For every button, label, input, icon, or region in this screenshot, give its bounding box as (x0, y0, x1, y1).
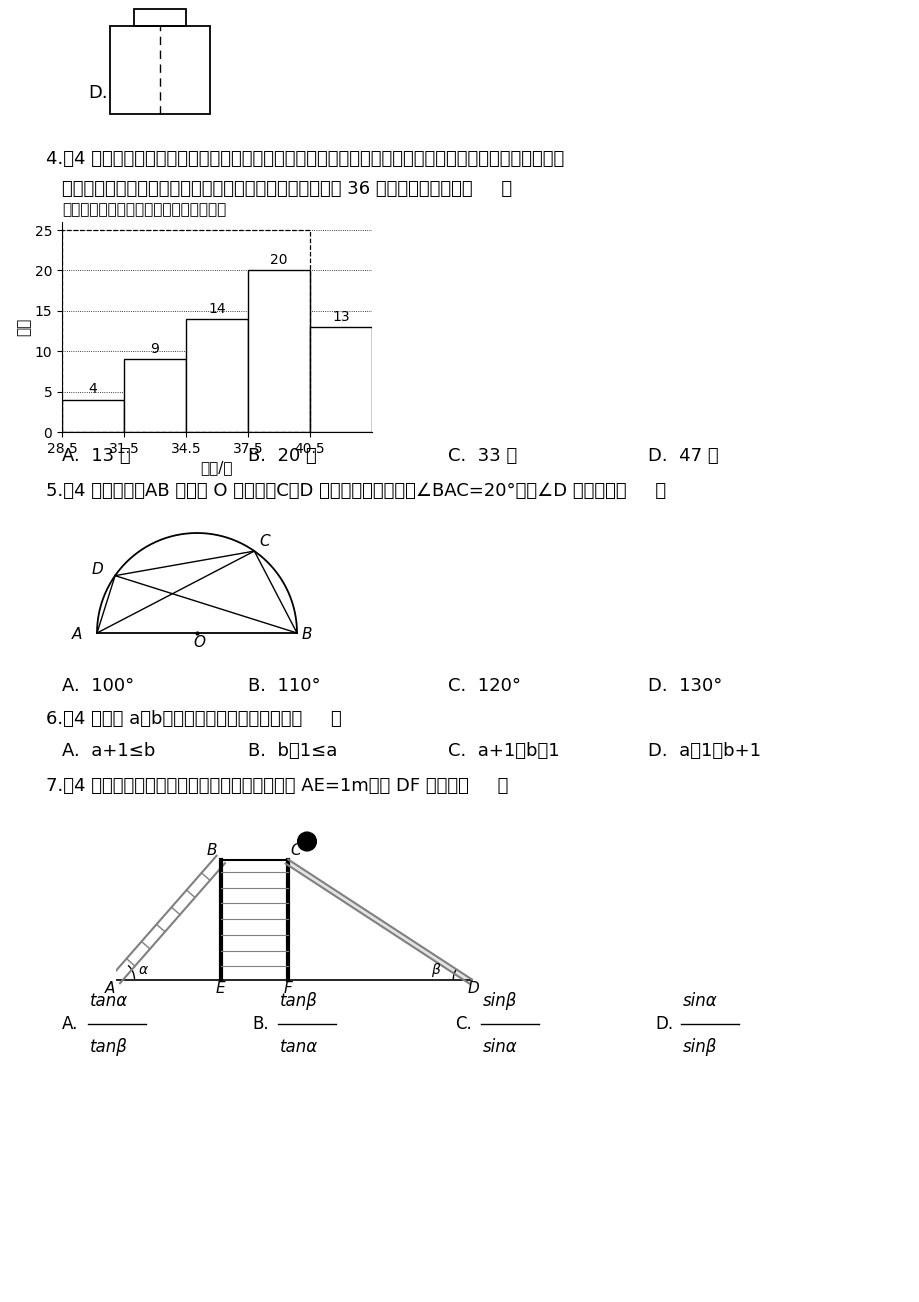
Text: C.  120°: C. 120° (448, 677, 520, 695)
Polygon shape (285, 859, 471, 983)
Text: B.  110°: B. 110° (248, 677, 321, 695)
Text: A.  a+1≤b: A. a+1≤b (62, 742, 155, 760)
Text: 20: 20 (270, 253, 288, 267)
Text: α: α (139, 963, 148, 976)
Text: 菲尔兹奖得主获奖时的年龄的频数直方图: 菲尔兹奖得主获奖时的年龄的频数直方图 (62, 202, 226, 216)
Text: B.  20 人: B. 20 人 (248, 447, 316, 465)
Text: 边界值，不含后一个边界值）如图所示，其中获奖时年龄在 36 岁及以上的人数有（     ）: 边界值，不含后一个边界值）如图所示，其中获奖时年龄在 36 岁及以上的人数有（ … (62, 180, 512, 198)
Text: C.  a+1＜b－1: C. a+1＜b－1 (448, 742, 559, 760)
Text: D: D (91, 561, 103, 577)
Text: tanα: tanα (90, 992, 128, 1010)
Bar (124, 359, 186, 432)
Text: A: A (105, 980, 115, 996)
Text: sinα: sinα (682, 992, 717, 1010)
Text: C.  33 人: C. 33 人 (448, 447, 516, 465)
Text: C.: C. (455, 1016, 471, 1032)
Text: D.  130°: D. 130° (647, 677, 721, 695)
Text: β: β (430, 963, 439, 976)
Text: B: B (206, 842, 216, 858)
Text: B.: B. (252, 1016, 268, 1032)
Text: B.  b－1≤a: B. b－1≤a (248, 742, 337, 760)
Bar (310, 327, 371, 432)
Bar (134, 9, 186, 26)
Y-axis label: 频数: 频数 (17, 318, 32, 336)
Text: 14: 14 (208, 302, 225, 315)
Text: D.: D. (654, 1016, 673, 1032)
Bar (62, 400, 124, 432)
Text: D.  47 人: D. 47 人 (647, 447, 718, 465)
Bar (186, 319, 248, 432)
Text: 7.（4 分）某滑梯示意图及部分数据如图所示．若 AE=1m，则 DF 的长为（     ）: 7.（4 分）某滑梯示意图及部分数据如图所示．若 AE=1m，则 DF 的长为（… (46, 777, 508, 796)
Bar (248, 271, 310, 432)
Text: A.: A. (62, 1016, 78, 1032)
Text: 4.（4 分）小明同学对历届菲尔兹奖得主获奖时的年龄进行了统计，得到频数分布直方图（每一组含前一个: 4.（4 分）小明同学对历届菲尔兹奖得主获奖时的年龄进行了统计，得到频数分布直方… (46, 150, 563, 168)
Text: sinα: sinα (482, 1038, 517, 1056)
Text: tanβ: tanβ (90, 1038, 128, 1056)
Text: F: F (284, 980, 292, 996)
Text: tanα: tanα (279, 1038, 318, 1056)
Text: 6.（4 分）若 a＜b，则下列不等式中正确的是（     ）: 6.（4 分）若 a＜b，则下列不等式中正确的是（ ） (46, 710, 341, 728)
Text: O: O (193, 635, 205, 650)
Text: B: B (301, 628, 312, 642)
Text: 4: 4 (88, 383, 97, 397)
Text: D.: D. (88, 85, 108, 102)
Text: E: E (216, 980, 225, 996)
Text: 9: 9 (151, 342, 159, 355)
Text: sinβ: sinβ (482, 992, 516, 1010)
Bar (62, 230, 310, 432)
Text: C: C (259, 534, 269, 549)
Text: A: A (72, 628, 82, 642)
Text: A.  13 人: A. 13 人 (62, 447, 130, 465)
Bar (110, 26, 210, 115)
Text: 13: 13 (332, 310, 349, 324)
Text: D.  a－1＜b+1: D. a－1＜b+1 (647, 742, 760, 760)
Circle shape (298, 832, 316, 852)
Text: C: C (290, 842, 301, 858)
Text: tanβ: tanβ (279, 992, 318, 1010)
Text: 5.（4 分）如图，AB 是半圆 O 的直径，C、D 是半圆上的两点，若∠BAC=20°．则∠D 的大小为（     ）: 5.（4 分）如图，AB 是半圆 O 的直径，C、D 是半圆上的两点，若∠BAC… (46, 482, 665, 500)
Text: D: D (468, 980, 479, 996)
Text: sinβ: sinβ (682, 1038, 717, 1056)
X-axis label: 年龄/岁: 年龄/岁 (200, 460, 233, 475)
Text: A.  100°: A. 100° (62, 677, 134, 695)
